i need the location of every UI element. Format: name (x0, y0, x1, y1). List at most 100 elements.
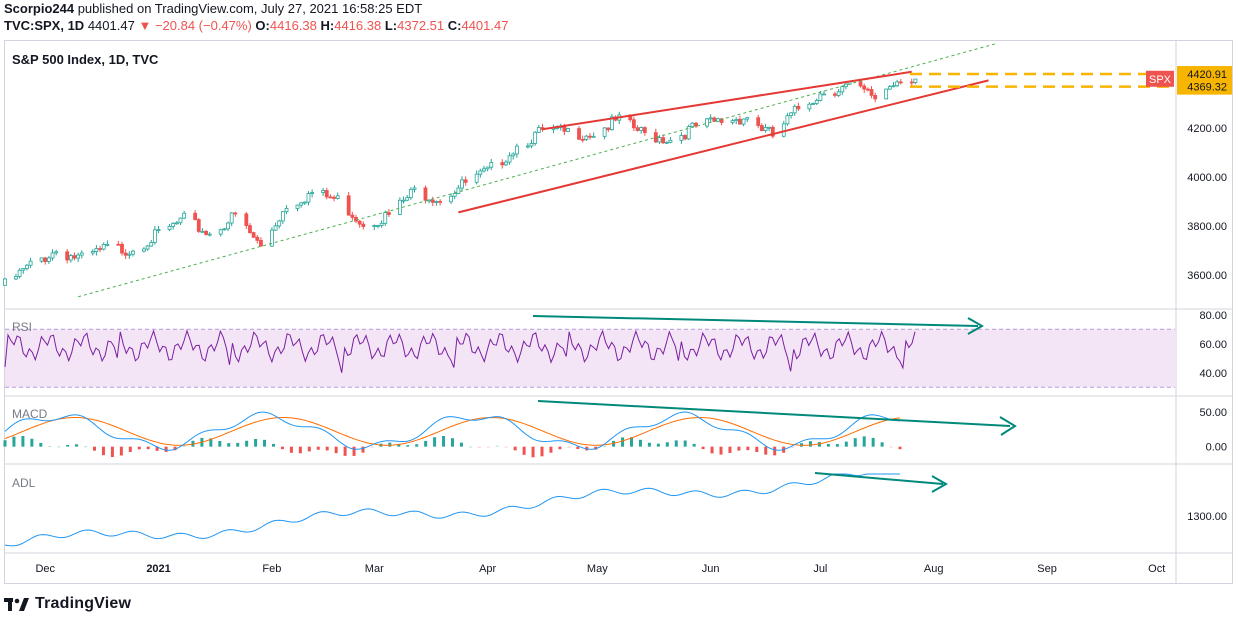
candle-body (193, 212, 198, 220)
candle-body (229, 212, 234, 224)
macd-histogram-bar (316, 446, 320, 450)
quote-line: TVC:SPX, 1D 4401.47 ▼ −20.84 (−0.47%) O:… (4, 17, 508, 34)
macd-histogram-bar (101, 446, 105, 456)
macd-histogram-bar (459, 442, 463, 447)
candle-body (372, 225, 377, 227)
candle-body (255, 236, 260, 241)
candle-body (770, 126, 775, 137)
macd-histogram-bar (603, 445, 607, 447)
macd-histogram-bar (3, 440, 7, 447)
macd-tick-label: 0.00 (1206, 442, 1227, 454)
candle-body (533, 131, 538, 144)
candle-body (72, 255, 77, 259)
candle-body (423, 187, 428, 201)
candle-body (584, 135, 589, 140)
candle-body (123, 252, 128, 256)
candle-body (405, 197, 410, 201)
candle-body (28, 260, 33, 266)
candle-body (887, 86, 892, 90)
candle-body (639, 127, 644, 131)
candle-body (781, 123, 786, 137)
candle-body (818, 93, 823, 101)
macd-histogram-bar (862, 436, 866, 447)
candles-group (3, 78, 918, 286)
candle-body (840, 86, 845, 93)
time-tick-label: Mar (365, 563, 384, 575)
time-tick-label: Jun (702, 563, 720, 575)
macd-histogram-bar (361, 446, 365, 453)
macd-tick-label: 50.00 (1199, 407, 1227, 419)
candle-body (142, 248, 146, 252)
candle-body (898, 81, 903, 84)
candle-body (811, 103, 815, 105)
footer-brand[interactable]: TradingView (35, 595, 132, 612)
time-tick-label: Oct (1148, 563, 1165, 575)
price-tick-label: 3800.00 (1187, 221, 1227, 233)
adl-pane-label: ADL (12, 476, 36, 490)
author-name[interactable]: Scorpio244 (4, 1, 75, 16)
macd-histogram-bar (39, 443, 43, 447)
chart-frame[interactable] (4, 40, 1233, 584)
candle-body (785, 115, 790, 125)
macd-histogram-bar (809, 441, 812, 447)
publish-header: Scorpio244 published on TradingView.com,… (4, 0, 422, 17)
candle-body (218, 229, 223, 235)
candle-body (895, 81, 900, 87)
macd-histogram-bar (84, 446, 88, 448)
candle-body (149, 242, 154, 247)
candle-body (226, 222, 230, 230)
macd-histogram-bar (370, 446, 374, 448)
time-tick-label: Aug (924, 563, 944, 575)
candle-body (745, 117, 750, 120)
macd-histogram-bar (728, 446, 732, 453)
candle-body (807, 103, 812, 110)
time-tick-label: Jul (813, 563, 827, 575)
candle-body (460, 179, 464, 189)
macd-line (4, 411, 901, 451)
candle-body (869, 89, 874, 96)
candle-body (635, 127, 640, 131)
candle-body (321, 190, 325, 193)
rsi-divergence-arrow-icon (967, 317, 985, 335)
macd-histogram-bar (737, 446, 741, 451)
candle-body (474, 173, 479, 183)
candle-body (167, 225, 172, 230)
candle-body (478, 170, 483, 175)
candle-body (631, 119, 636, 129)
candle-body (153, 229, 157, 243)
candle-body (430, 199, 435, 203)
macd-histogram-bar (128, 446, 132, 452)
candle-body (65, 251, 70, 261)
price-tick-label: 4000.00 (1187, 172, 1227, 184)
candle-body (50, 252, 55, 259)
candle-body (705, 118, 709, 127)
macd-histogram-bar (719, 446, 723, 455)
candle-body (17, 269, 22, 277)
candle-body (350, 214, 355, 218)
macd-histogram-bar (209, 438, 213, 447)
price-tick-label: 3600.00 (1187, 270, 1227, 282)
macd-histogram-bar (280, 446, 284, 450)
price-tag-label: SPX (1149, 74, 1172, 86)
macd-histogram-bar (227, 443, 231, 447)
low-value: 4372.51 (397, 18, 445, 33)
macd-histogram-bar (844, 441, 848, 447)
candle-body (913, 78, 918, 83)
candle-body (456, 187, 461, 194)
macd-histogram-bar (119, 446, 123, 456)
candle-body (387, 212, 391, 215)
macd-pane-label: MACD (12, 407, 48, 421)
candle-body (277, 220, 282, 227)
close-label: C: (447, 18, 462, 33)
published-text: published on TradingView.com, July 27, 2… (74, 1, 423, 16)
candle-body (332, 196, 336, 199)
macd-histogram-bar (307, 446, 311, 452)
candle-body (21, 268, 26, 271)
macd-histogram-bar (647, 442, 651, 447)
macd-histogram-bar (245, 440, 249, 447)
open-label: O: (255, 18, 270, 33)
macd-histogram-bar (522, 446, 526, 455)
candle-body (376, 225, 380, 227)
candle-body (822, 93, 826, 96)
